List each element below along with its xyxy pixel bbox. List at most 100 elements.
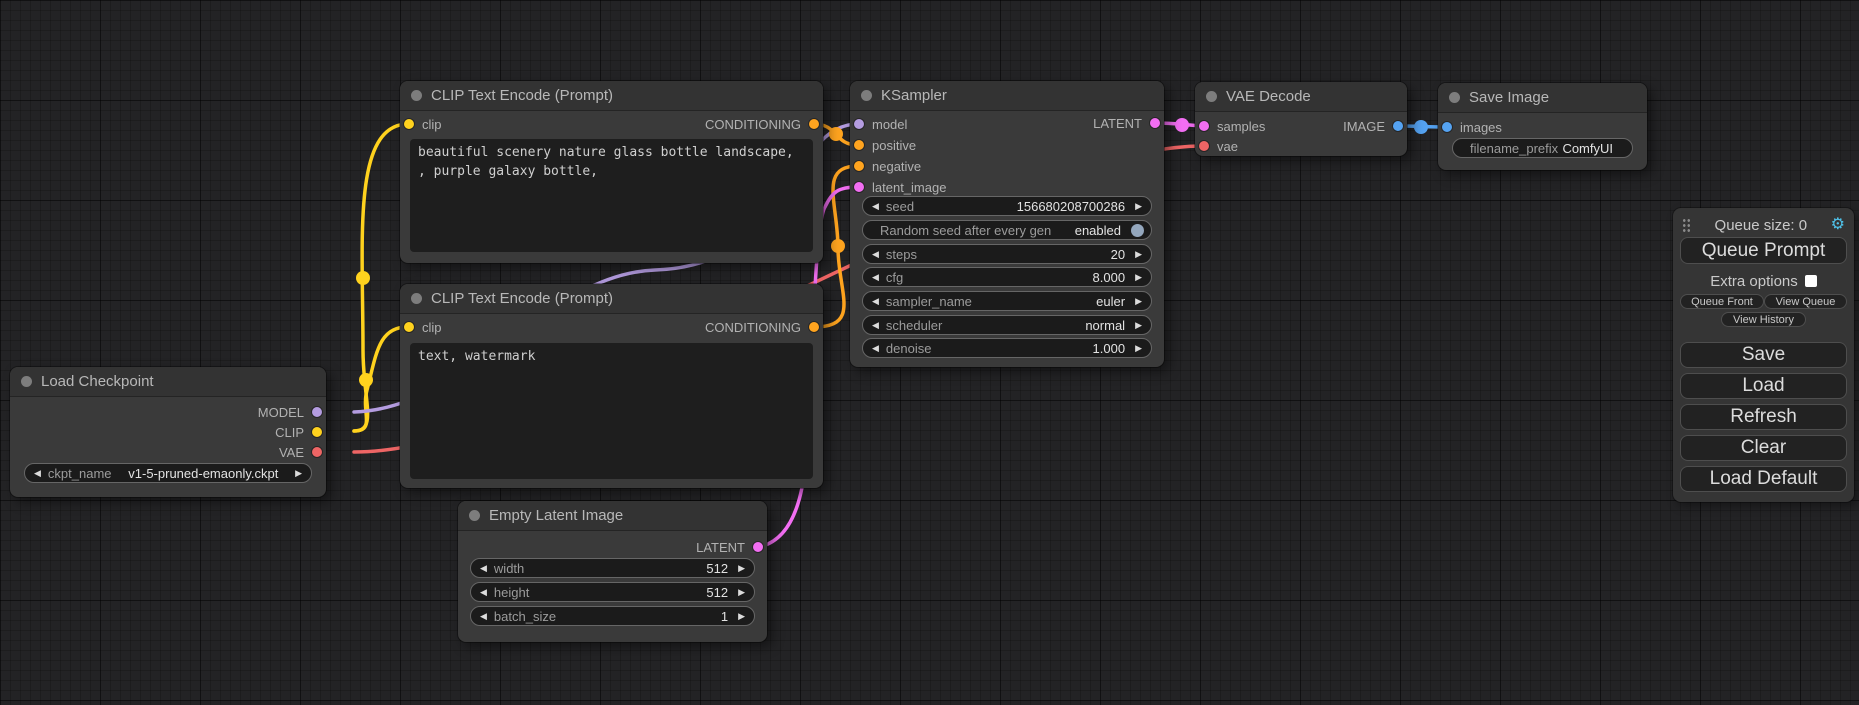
increment-arrow-icon[interactable]: ▶ (1135, 319, 1142, 330)
increment-arrow-icon[interactable]: ▶ (1135, 248, 1142, 259)
image-output-dot[interactable] (1393, 121, 1403, 131)
widget-scheduler[interactable]: ◀ scheduler normal ▶ (862, 315, 1152, 335)
output-slot-latent: LATENT (1093, 113, 1160, 133)
widget-value: 512 (706, 560, 729, 576)
widget-seed[interactable]: ◀ seed 156680208700286 ▶ (862, 196, 1152, 216)
model-input-dot[interactable] (854, 119, 864, 129)
node-titlebar[interactable]: CLIP Text Encode (Prompt) (400, 81, 823, 111)
output-label: IMAGE (1343, 118, 1385, 134)
node-titlebar[interactable]: CLIP Text Encode (Prompt) (400, 284, 823, 314)
widget-cfg[interactable]: ◀ cfg 8.000 ▶ (862, 267, 1152, 287)
node-titlebar[interactable]: Empty Latent Image (458, 501, 767, 531)
collapse-dot-icon[interactable] (21, 376, 32, 387)
clear-button[interactable]: Clear (1680, 435, 1847, 461)
node-titlebar[interactable]: Save Image (1438, 83, 1647, 113)
increment-arrow-icon[interactable]: ▶ (1135, 295, 1142, 306)
samples-input-dot[interactable] (1199, 121, 1209, 131)
images-input-dot[interactable] (1442, 122, 1452, 132)
link-midpoint-dot (1175, 118, 1189, 132)
node-clip-text-encode-positive[interactable]: CLIP Text Encode (Prompt) clip CONDITION… (400, 81, 823, 263)
drag-handle-icon[interactable] (1682, 218, 1691, 232)
decrement-arrow-icon[interactable]: ◀ (872, 271, 879, 282)
input-label: negative (872, 158, 922, 174)
increment-arrow-icon[interactable]: ▶ (738, 586, 745, 597)
widget-random-seed-toggle[interactable]: Random seed after every gen enabled (862, 220, 1152, 240)
vae-input-dot[interactable] (1199, 141, 1209, 151)
extra-options-row: Extra options (1673, 272, 1854, 290)
negative-input-dot[interactable] (854, 161, 864, 171)
widget-width[interactable]: ◀ width 512 ▶ (470, 558, 755, 578)
toggle-knob-icon[interactable] (1131, 223, 1144, 237)
positive-input-dot[interactable] (854, 140, 864, 150)
clip-input-dot[interactable] (404, 322, 414, 332)
collapse-dot-icon[interactable] (411, 90, 422, 101)
decrement-arrow-icon[interactable]: ◀ (872, 319, 879, 330)
collapse-dot-icon[interactable] (1206, 91, 1217, 102)
collapse-dot-icon[interactable] (861, 90, 872, 101)
conditioning-output-dot[interactable] (809, 119, 819, 129)
load-button[interactable]: Load (1680, 373, 1847, 399)
widget-denoise[interactable]: ◀ denoise 1.000 ▶ (862, 338, 1152, 358)
collapse-dot-icon[interactable] (411, 293, 422, 304)
collapse-dot-icon[interactable] (1449, 92, 1460, 103)
conditioning-output-dot[interactable] (809, 322, 819, 332)
decrement-arrow-icon[interactable]: ◀ (480, 610, 487, 621)
decrement-arrow-icon[interactable]: ◀ (872, 248, 879, 259)
node-titlebar[interactable]: VAE Decode (1195, 82, 1407, 112)
widget-filename-prefix[interactable]: filename_prefix ComfyUI (1452, 138, 1633, 158)
node-vae-decode[interactable]: VAE Decode samples vae IMAGE (1195, 82, 1407, 156)
latent-input-dot[interactable] (854, 182, 864, 192)
negative-prompt-textarea[interactable]: text, watermark (410, 343, 813, 479)
increment-arrow-icon[interactable]: ▶ (1135, 342, 1142, 353)
decrement-arrow-icon[interactable]: ◀ (480, 586, 487, 597)
widget-value: 156680208700286 (1016, 198, 1126, 214)
widget-height[interactable]: ◀ height 512 ▶ (470, 582, 755, 602)
increment-arrow-icon[interactable]: ▶ (1135, 271, 1142, 282)
decrement-arrow-icon[interactable]: ◀ (480, 562, 487, 573)
node-title: VAE Decode (1226, 88, 1311, 105)
node-empty-latent-image[interactable]: Empty Latent Image LATENT ◀ width 512 ▶ … (458, 501, 767, 642)
queue-prompt-button[interactable]: Queue Prompt (1680, 237, 1847, 264)
latent-output-dot[interactable] (1150, 118, 1160, 128)
increment-arrow-icon[interactable]: ▶ (738, 562, 745, 573)
node-save-image[interactable]: Save Image images filename_prefix ComfyU… (1438, 83, 1647, 170)
node-clip-text-encode-negative[interactable]: CLIP Text Encode (Prompt) clip CONDITION… (400, 284, 823, 488)
output-label: LATENT (696, 539, 745, 555)
widget-value: normal (1085, 317, 1126, 333)
latent-output-dot[interactable] (753, 542, 763, 552)
model-output-dot[interactable] (312, 407, 322, 417)
decrement-arrow-icon[interactable]: ◀ (872, 295, 879, 306)
settings-gear-icon[interactable]: ⚙ (1830, 216, 1845, 233)
positive-prompt-textarea[interactable]: beautiful scenery nature glass bottle la… (410, 139, 813, 252)
view-history-button[interactable]: View History (1721, 312, 1806, 327)
save-button[interactable]: Save (1680, 342, 1847, 368)
decrement-arrow-icon[interactable]: ◀ (872, 200, 879, 211)
widget-sampler-name[interactable]: ◀ sampler_name euler ▶ (862, 291, 1152, 311)
clip-output-dot[interactable] (312, 427, 322, 437)
clip-input-dot[interactable] (404, 119, 414, 129)
node-ksampler[interactable]: KSampler model positive negative latent_… (850, 81, 1164, 367)
view-queue-button[interactable]: View Queue (1764, 294, 1847, 309)
increment-arrow-icon[interactable]: ▶ (738, 610, 745, 621)
input-label: vae (1217, 138, 1238, 154)
decrement-arrow-icon[interactable]: ◀ (872, 342, 879, 353)
extra-options-checkbox[interactable] (1804, 275, 1817, 287)
node-titlebar[interactable]: KSampler (850, 81, 1164, 111)
widget-steps[interactable]: ◀ steps 20 ▶ (862, 244, 1152, 264)
refresh-button[interactable]: Refresh (1680, 404, 1847, 430)
increment-arrow-icon[interactable]: ▶ (295, 467, 302, 478)
widget-value: 1.000 (1092, 340, 1126, 356)
output-label: LATENT (1093, 115, 1142, 131)
vae-output-dot[interactable] (312, 447, 322, 457)
collapse-dot-icon[interactable] (469, 510, 480, 521)
increment-arrow-icon[interactable]: ▶ (1135, 200, 1142, 211)
node-load-checkpoint[interactable]: Load Checkpoint MODEL CLIP VAE ◀ ckpt_na… (10, 367, 326, 497)
node-titlebar[interactable]: Load Checkpoint (10, 367, 326, 397)
widget-batch-size[interactable]: ◀ batch_size 1 ▶ (470, 606, 755, 626)
decrement-arrow-icon[interactable]: ◀ (34, 467, 41, 478)
load-default-button[interactable]: Load Default (1680, 466, 1847, 492)
widget-ckpt-name[interactable]: ◀ ckpt_name v1-5-pruned-emaonly.ckpt ▶ (24, 463, 312, 483)
input-label: clip (422, 116, 442, 132)
queue-front-button[interactable]: Queue Front (1680, 294, 1764, 309)
